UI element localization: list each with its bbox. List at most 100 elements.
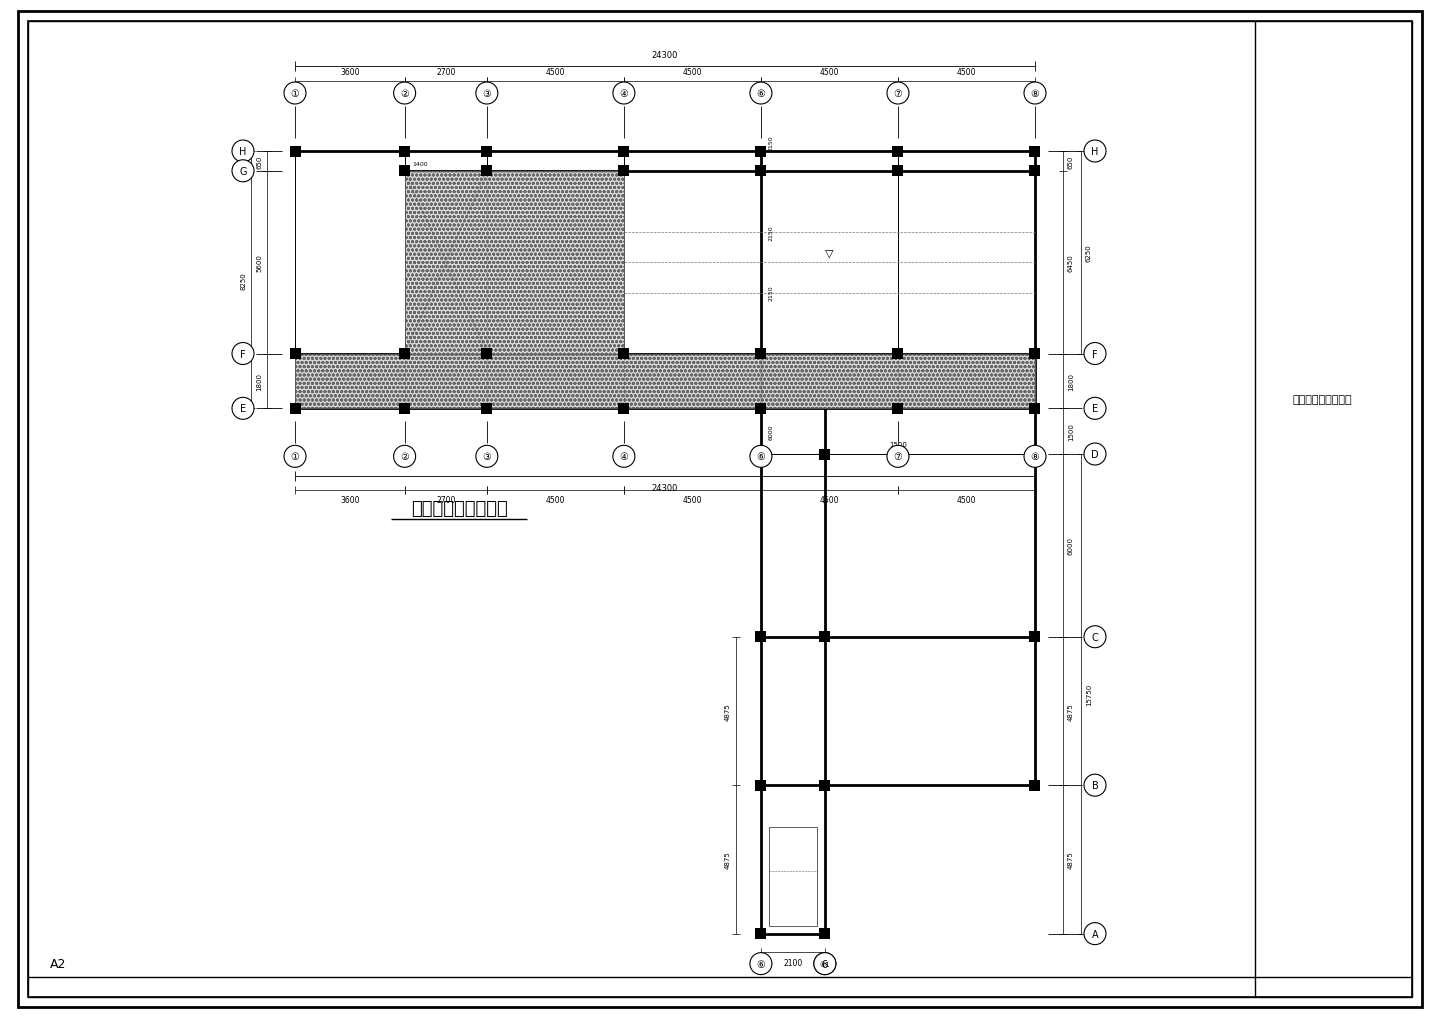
Bar xyxy=(756,166,766,177)
Text: 6450: 6450 xyxy=(1068,254,1074,272)
Bar xyxy=(481,404,492,415)
Text: ②: ② xyxy=(400,89,409,99)
Text: 3600: 3600 xyxy=(340,68,360,76)
Bar xyxy=(399,404,410,415)
Text: 4500: 4500 xyxy=(956,68,976,76)
Text: 2150: 2150 xyxy=(769,224,773,240)
Text: ⑦: ⑦ xyxy=(894,451,903,462)
Text: ②: ② xyxy=(400,451,409,462)
Bar xyxy=(1030,166,1041,177)
Text: ⑥: ⑥ xyxy=(756,959,765,969)
Text: 二～四层加固平面图: 二～四层加固平面图 xyxy=(410,500,508,518)
Bar xyxy=(893,166,903,177)
Text: 1500: 1500 xyxy=(888,441,907,447)
Text: ⑧: ⑧ xyxy=(1031,451,1040,462)
Text: 4500: 4500 xyxy=(546,496,564,504)
Bar xyxy=(1030,348,1041,360)
Text: ④: ④ xyxy=(619,89,628,99)
Bar xyxy=(893,348,903,360)
Bar xyxy=(819,632,831,643)
Circle shape xyxy=(1084,774,1106,797)
Bar xyxy=(819,928,831,940)
Circle shape xyxy=(1084,923,1106,945)
Bar xyxy=(295,355,1035,409)
Circle shape xyxy=(750,83,772,105)
Text: 4875: 4875 xyxy=(724,702,732,720)
Circle shape xyxy=(232,398,253,420)
Circle shape xyxy=(393,446,416,468)
Circle shape xyxy=(1084,443,1106,466)
Text: 5600: 5600 xyxy=(256,254,262,272)
Circle shape xyxy=(887,83,909,105)
Text: 6250: 6250 xyxy=(1086,245,1092,262)
Text: 6000: 6000 xyxy=(769,424,773,439)
Text: E: E xyxy=(240,404,246,414)
Text: 二～四层加固平面图: 二～四层加固平面图 xyxy=(1292,394,1352,405)
Bar xyxy=(1030,780,1041,791)
Bar xyxy=(481,147,492,157)
Circle shape xyxy=(475,446,498,468)
Circle shape xyxy=(1084,626,1106,648)
Bar xyxy=(481,348,492,360)
Circle shape xyxy=(232,343,253,365)
Bar xyxy=(756,632,766,643)
Text: ⑧: ⑧ xyxy=(1031,89,1040,99)
Text: D: D xyxy=(1092,449,1099,460)
Bar xyxy=(618,147,629,157)
Circle shape xyxy=(814,953,835,975)
Text: ③: ③ xyxy=(482,89,491,99)
Text: 4500: 4500 xyxy=(819,68,840,76)
Text: ⑥1: ⑥1 xyxy=(819,961,831,967)
Text: 4500: 4500 xyxy=(683,68,703,76)
Circle shape xyxy=(814,953,835,975)
Bar xyxy=(819,780,831,791)
Bar xyxy=(1030,147,1041,157)
Text: H: H xyxy=(239,147,246,157)
Text: 4500: 4500 xyxy=(546,68,564,76)
Bar xyxy=(1030,449,1041,460)
Text: 15750: 15750 xyxy=(1086,683,1092,705)
Text: 4875: 4875 xyxy=(1068,851,1074,868)
Circle shape xyxy=(284,83,307,105)
Text: 2150: 2150 xyxy=(769,136,773,151)
Text: 8250: 8250 xyxy=(240,271,246,289)
Text: 1500: 1500 xyxy=(1068,423,1074,440)
Bar xyxy=(405,171,624,355)
Text: A2: A2 xyxy=(50,958,66,970)
Bar xyxy=(618,348,629,360)
Circle shape xyxy=(1024,446,1045,468)
Circle shape xyxy=(1084,343,1106,365)
Text: 4500: 4500 xyxy=(819,496,840,504)
Text: ③: ③ xyxy=(482,451,491,462)
Bar xyxy=(289,348,301,360)
Text: 2700: 2700 xyxy=(436,496,455,504)
Bar xyxy=(1030,404,1041,415)
Text: ⑦: ⑦ xyxy=(894,89,903,99)
Text: B: B xyxy=(1092,781,1099,791)
Text: ⑥: ⑥ xyxy=(756,451,765,462)
Text: 650: 650 xyxy=(256,155,262,168)
Text: 650: 650 xyxy=(1068,155,1074,168)
Text: ▽: ▽ xyxy=(825,248,834,258)
Circle shape xyxy=(284,446,307,468)
Text: 2700: 2700 xyxy=(436,68,455,76)
Text: 4500: 4500 xyxy=(956,496,976,504)
Bar xyxy=(399,348,410,360)
Bar xyxy=(893,147,903,157)
Text: 1400: 1400 xyxy=(413,162,428,167)
Text: G: G xyxy=(239,167,246,176)
Circle shape xyxy=(232,141,253,163)
Text: H: H xyxy=(1092,147,1099,157)
Text: 4875: 4875 xyxy=(1068,702,1074,720)
Text: 1800: 1800 xyxy=(256,373,262,390)
Circle shape xyxy=(393,83,416,105)
Bar xyxy=(399,147,410,157)
Text: 1800: 1800 xyxy=(1068,373,1074,390)
Text: 24300: 24300 xyxy=(652,51,678,60)
Bar xyxy=(769,827,816,925)
Bar xyxy=(756,404,766,415)
Circle shape xyxy=(1024,83,1045,105)
Text: 6000: 6000 xyxy=(1068,537,1074,554)
Text: 3600: 3600 xyxy=(340,496,360,504)
Text: E: E xyxy=(1092,404,1099,414)
